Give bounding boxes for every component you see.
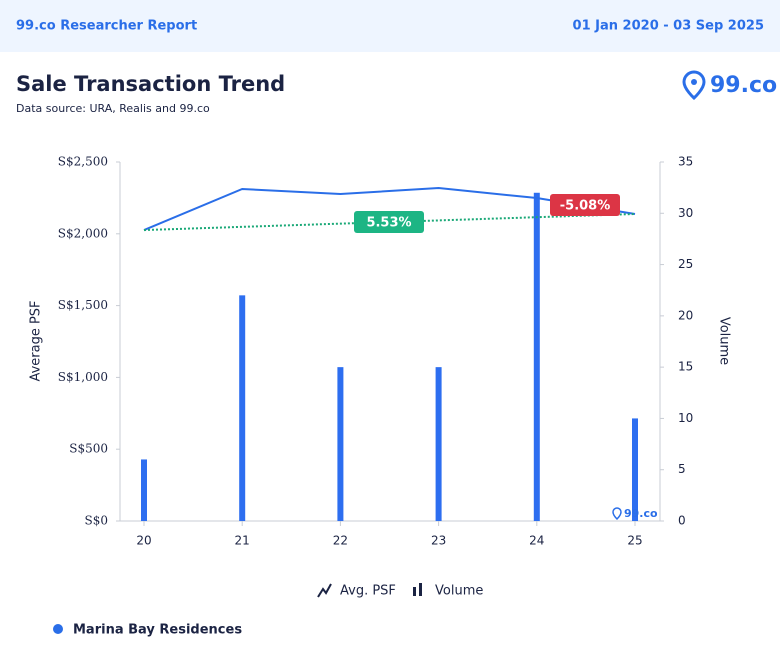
annotation-box: [550, 194, 620, 216]
y2-tick-label: 20: [678, 308, 693, 322]
y2-tick-label: 30: [678, 206, 693, 220]
plot: 5.53% -5.08%: [141, 186, 638, 521]
watermark-pin: [612, 507, 622, 521]
annotation-text: 5.53%: [366, 216, 411, 231]
y-tick-label: S$1,000: [58, 370, 108, 384]
legend: Avg. PSF Volume: [317, 583, 483, 599]
chart-title: Sale Transaction Trend: [16, 72, 285, 96]
y2-axis-label: Volume: [717, 317, 732, 365]
y2-tick-label: 25: [678, 257, 693, 271]
logo: 99.co: [682, 70, 777, 101]
y2-tick-label: 0: [678, 514, 686, 528]
logo-text: 99.co: [710, 73, 777, 98]
volume-bar: [239, 295, 246, 521]
watermark: 99.co: [612, 507, 658, 521]
y-tick-label: S$500: [69, 442, 108, 456]
volume-bar: [337, 367, 344, 521]
y-axis-label: Average PSF: [29, 300, 44, 381]
watermark-text: 99.co: [624, 507, 658, 520]
legend-label: Avg. PSF: [340, 584, 396, 599]
chart-subtitle: Data source: URA, Realis and 99.co: [16, 102, 210, 115]
volume-bar: [435, 367, 442, 521]
legend-label: Volume: [435, 584, 483, 599]
x-tick-label: 25: [627, 534, 642, 548]
y-tick-label: S$1,500: [58, 298, 108, 312]
y2-tick-label: 5: [678, 462, 686, 476]
x-tick-label: 24: [529, 534, 544, 548]
logo-pin: [682, 70, 706, 101]
header-date: 01 Jan 2020 - 03 Sep 2025: [573, 19, 764, 34]
annotation-text: -5.08%: [560, 199, 611, 214]
legend-icon-bar: [413, 587, 416, 596]
x-tick-label: 21: [235, 534, 250, 548]
legend-icon-bar: [419, 583, 422, 596]
x-tick-label: 22: [333, 534, 348, 548]
y2-tick-label: 10: [678, 411, 693, 425]
legend-icon-line: [317, 583, 332, 598]
logo-dot: [691, 79, 697, 85]
property-dot: [53, 624, 63, 634]
volume-bar: [632, 418, 638, 521]
y-tick-label: S$2,500: [58, 155, 108, 169]
y2-tick-label: 15: [678, 360, 693, 374]
y-tick-label: S$0: [85, 514, 109, 528]
header-band: [0, 0, 780, 52]
volume-bar: [141, 459, 147, 521]
header-title: 99.co Researcher Report: [16, 19, 197, 34]
x-tick-label: 23: [431, 534, 446, 548]
y-tick-label: S$2,000: [58, 226, 108, 240]
volume-bar: [533, 192, 540, 521]
x-tick-label: 20: [136, 534, 151, 548]
annotation-box: [354, 211, 424, 233]
property-name: Marina Bay Residences: [73, 623, 242, 638]
y2-tick-label: 35: [678, 155, 693, 169]
